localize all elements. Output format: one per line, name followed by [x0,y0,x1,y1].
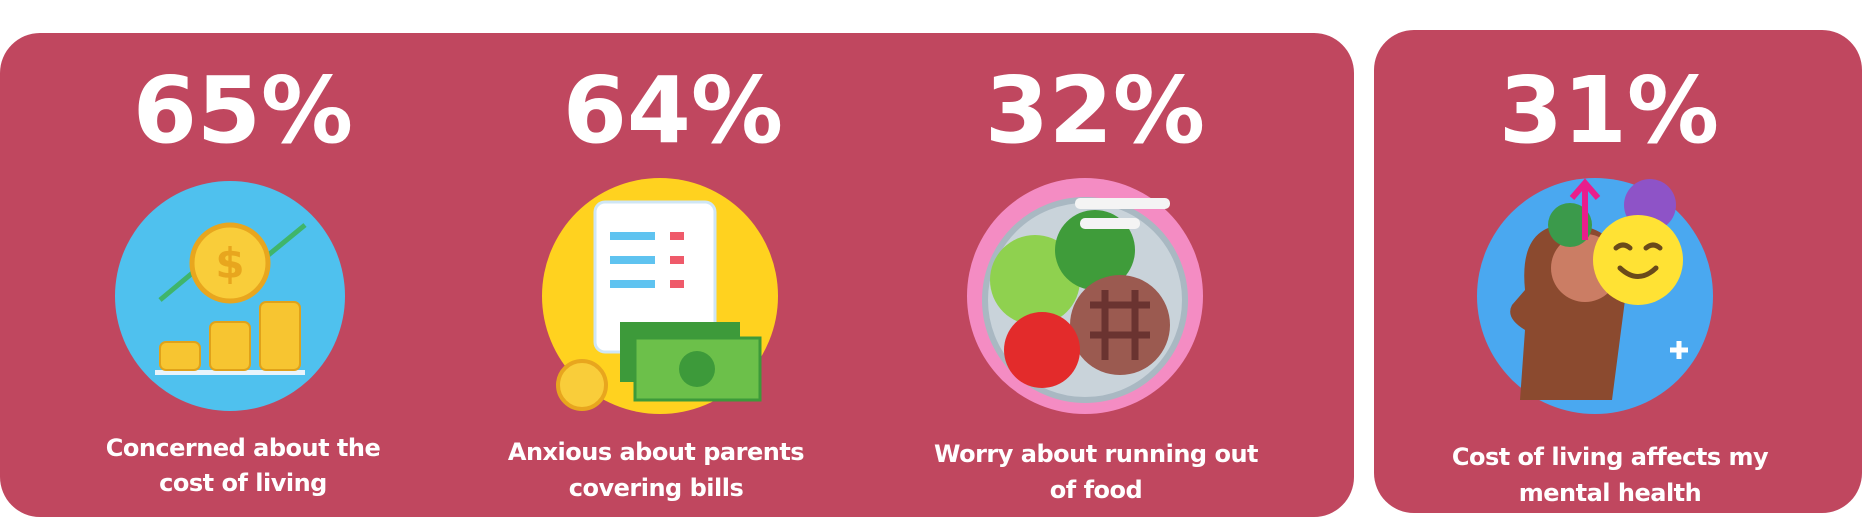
stat-caption: Worry about running out [934,440,1258,468]
stat-caption: of food [1050,476,1142,504]
stat-figure: 31% [1499,57,1719,164]
coins-icon: $ [115,181,345,411]
stat-figure: 65% [133,57,353,164]
bills-icon [542,178,778,414]
stat-caption: Concerned about the [106,434,381,462]
svg-text:$: $ [215,239,244,288]
food-icon [967,178,1203,414]
stat-figure: 64% [563,57,783,164]
stat-figure: 32% [985,57,1205,164]
stat-caption: cost of living [159,469,327,497]
mind-icon [1477,178,1713,414]
stat-caption: Anxious about parents [508,438,804,466]
stat-caption: Cost of living affects my [1452,443,1769,471]
stat-caption: covering bills [569,474,744,502]
stat-caption: mental health [1519,479,1701,507]
